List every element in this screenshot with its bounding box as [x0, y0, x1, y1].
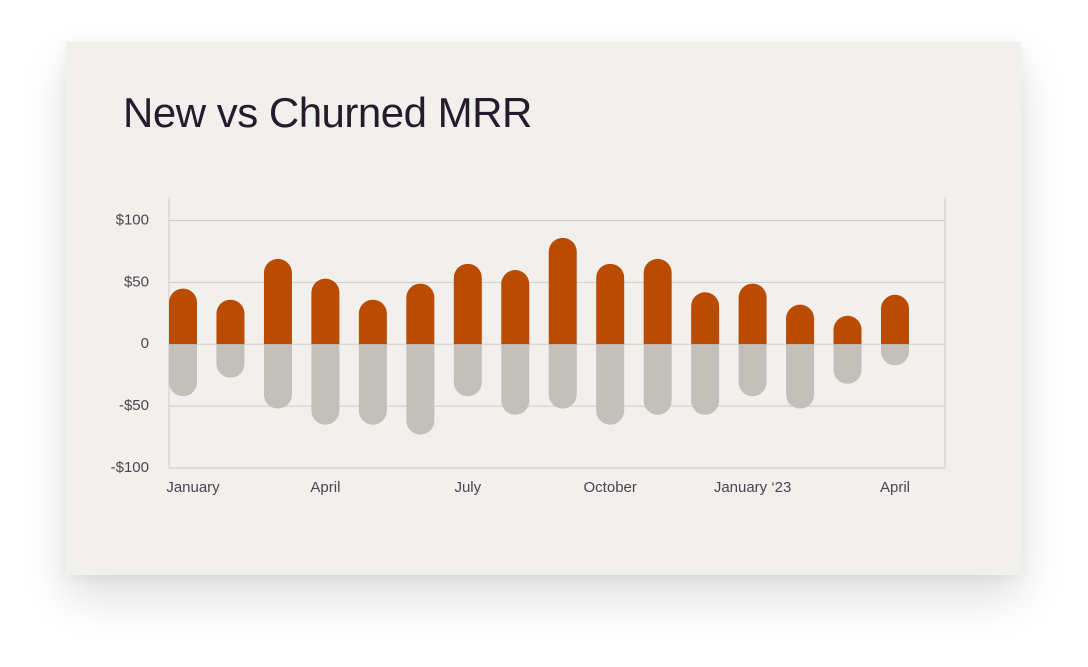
bar [833, 344, 862, 384]
y-tick-label: -$50 [119, 397, 149, 414]
bar [548, 344, 577, 409]
bar [406, 283, 435, 345]
bar [738, 344, 767, 397]
bar [548, 237, 577, 345]
x-tick-label: January ‘23 [714, 479, 792, 496]
bar [216, 299, 245, 345]
bar [786, 304, 815, 345]
bar [643, 344, 672, 415]
bar [881, 344, 909, 366]
bar [358, 299, 387, 345]
bar [596, 344, 625, 425]
bar [501, 344, 530, 415]
bar [169, 288, 197, 345]
chart-title: New vs Churned MRR [123, 89, 532, 136]
y-tick-label: $50 [124, 273, 149, 290]
bar [169, 344, 197, 397]
bar [596, 263, 625, 345]
y-tick-label: $100 [116, 211, 149, 228]
bar [216, 344, 245, 378]
bar [501, 270, 530, 345]
bar [453, 344, 482, 397]
x-tick-label: October [584, 479, 637, 496]
bar [263, 344, 292, 409]
bar [881, 294, 909, 345]
bar [358, 344, 387, 425]
bar [263, 258, 292, 345]
y-tick-label: 0 [141, 335, 149, 352]
bar [643, 258, 672, 345]
bar [311, 278, 340, 345]
x-tick-label: July [454, 479, 481, 496]
bar [738, 283, 767, 345]
bar [691, 344, 720, 415]
bar [691, 292, 720, 345]
bar [833, 315, 862, 345]
bar [786, 344, 815, 409]
y-tick-label: -$100 [111, 459, 149, 476]
bar [311, 344, 340, 425]
bar [453, 263, 482, 345]
bar [406, 344, 435, 435]
x-tick-label: April [880, 479, 910, 496]
x-tick-label: April [310, 479, 340, 496]
x-tick-label: January [166, 479, 220, 496]
